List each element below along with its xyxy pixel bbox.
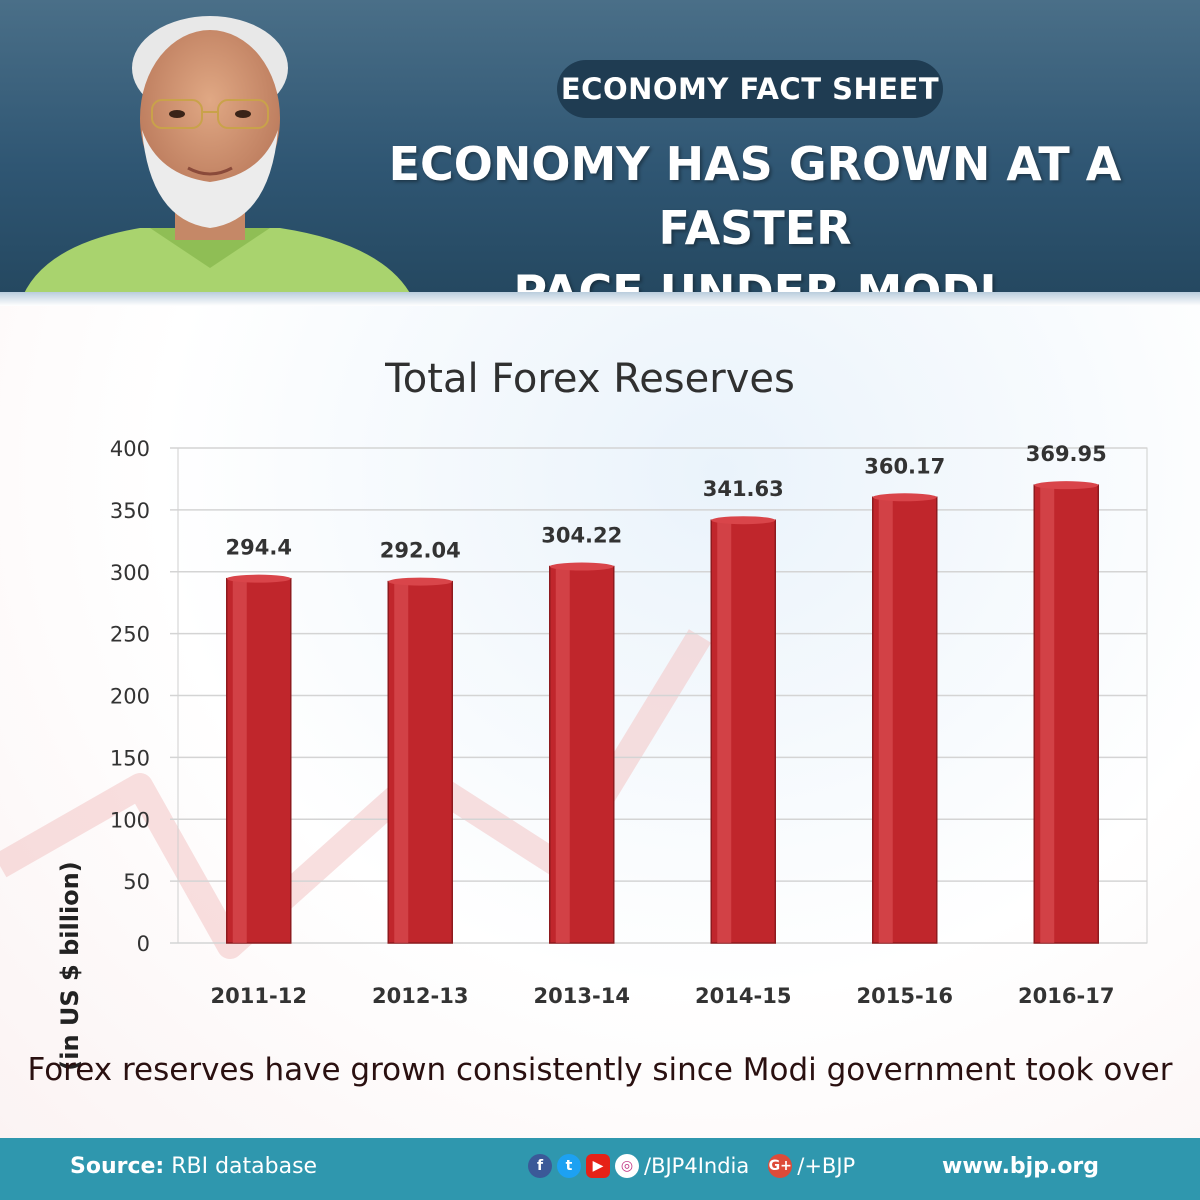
- data-label: 304.22: [541, 524, 622, 548]
- y-tick-label: 250: [110, 623, 150, 647]
- chart-gridlines: [170, 447, 1148, 944]
- data-label: 369.95: [1026, 442, 1107, 466]
- y-tick-label: 100: [110, 808, 150, 832]
- y-tick-label: 300: [110, 561, 150, 585]
- bar-highlight: [878, 497, 893, 943]
- bar-top: [549, 562, 614, 571]
- chart-area: 0 50 100 150 200 250 300 350 400 294.4 2011-12 292.…: [0, 306, 1200, 1138]
- x-tick-label: 2013-14: [534, 984, 630, 1008]
- y-axis-label: (in US $ billion): [56, 861, 84, 1071]
- bar-top: [388, 577, 453, 586]
- fact-sheet-badge: ECONOMY FACT SHEET: [557, 60, 943, 118]
- x-tick-label: 2014-15: [695, 984, 791, 1008]
- bar-highlight: [1040, 485, 1055, 943]
- bar-highlight: [717, 520, 732, 943]
- twitter-icon[interactable]: t: [557, 1154, 581, 1178]
- chart-caption: Forex reserves have grown consistently s…: [27, 1052, 1173, 1088]
- youtube-icon[interactable]: ▶: [586, 1154, 610, 1178]
- bar-top: [872, 493, 937, 502]
- chart-bars: [226, 481, 1099, 944]
- leader-portrait: [20, 16, 415, 303]
- social-links: f t ▶ ◎ /BJP4India G+ /+BJP: [528, 1154, 855, 1178]
- y-tick-label: 350: [110, 499, 150, 523]
- bar-highlight: [555, 566, 570, 943]
- data-label: 294.4: [226, 536, 292, 560]
- data-label: 360.17: [864, 454, 945, 478]
- headline: ECONOMY HAS GROWN AT A FASTER PACE UNDER…: [330, 132, 1180, 303]
- chart-title: Total Forex Reserves: [385, 356, 795, 402]
- y-tick-label: 200: [110, 685, 150, 709]
- x-tick-label: 2016-17: [1018, 984, 1114, 1008]
- facebook-icon[interactable]: f: [528, 1154, 552, 1178]
- bar-highlight: [232, 578, 247, 943]
- google-plus-icon[interactable]: G+: [768, 1154, 793, 1178]
- header-divider: [0, 292, 1200, 306]
- header-banner: ECONOMY FACT SHEET ECONOMY HAS GROWN AT …: [0, 0, 1200, 303]
- headline-line-1: ECONOMY HAS GROWN AT A FASTER: [388, 137, 1122, 255]
- x-tick-label: 2012-13: [372, 984, 468, 1008]
- data-label: 341.63: [703, 477, 784, 501]
- source-value: RBI database: [164, 1154, 318, 1179]
- instagram-icon[interactable]: ◎: [615, 1154, 639, 1178]
- bar-top: [1034, 481, 1099, 490]
- gplus-handle[interactable]: /+BJP: [797, 1154, 856, 1178]
- x-tick-label: 2011-12: [211, 984, 307, 1008]
- y-tick-label: 150: [110, 746, 150, 770]
- data-label: 292.04: [380, 539, 461, 563]
- website-link[interactable]: www.bjp.org: [942, 1154, 1100, 1179]
- y-tick-label: 400: [110, 437, 150, 461]
- social-handle[interactable]: /BJP4India: [644, 1154, 750, 1178]
- bar-top: [711, 516, 776, 525]
- chart-axis-ticks: 0 50 100 150 200 250 300 350 400 294.4 2011-12 292.…: [110, 437, 1115, 1008]
- source-label: Source:: [70, 1154, 165, 1179]
- bar-highlight: [394, 581, 409, 943]
- source-credit: Source: RBI database: [70, 1154, 317, 1179]
- x-tick-label: 2015-16: [857, 984, 953, 1008]
- y-tick-label: 50: [123, 870, 150, 894]
- forex-bar-chart: 0 50 100 150 200 250 300 350 400 294.4 2011-12 292.…: [0, 437, 1148, 1008]
- bar-top: [226, 574, 291, 583]
- y-tick-label: 0: [137, 932, 150, 956]
- footer-bar: Source: RBI database f t ▶ ◎ /BJP4India …: [0, 1138, 1200, 1200]
